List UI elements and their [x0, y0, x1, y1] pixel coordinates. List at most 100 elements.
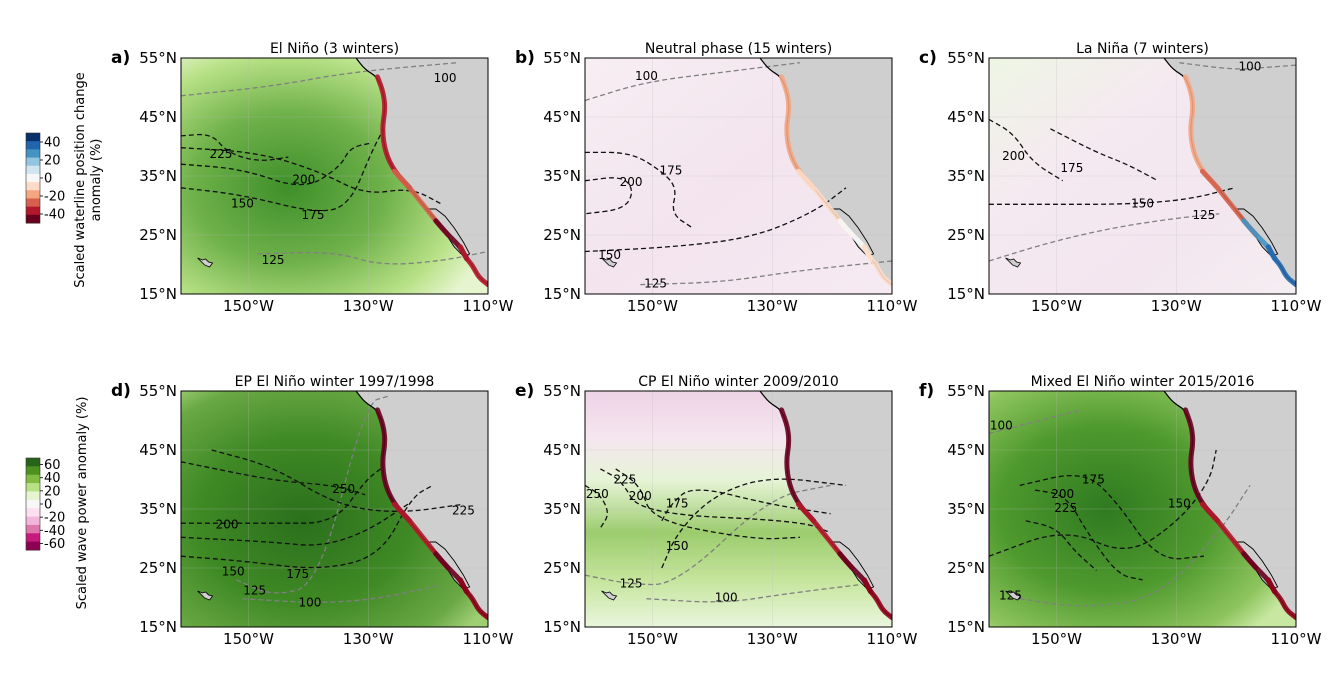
- coastal-waterline-anomaly: [375, 74, 413, 191]
- lat-tick-label: 35°N: [947, 167, 985, 185]
- colorbar-waterline-label-line1: Scaled waterline position change: [73, 72, 88, 287]
- contour-175: [585, 151, 693, 229]
- colorbar-waterline-label: Scaled waterline position changeanomaly …: [73, 72, 104, 287]
- contour-label-125: 125: [644, 277, 667, 291]
- lat-tick-label: 55°N: [543, 382, 581, 400]
- lat-tick-label: 55°N: [139, 382, 177, 400]
- map-panel-b: 10012515017520055°N45°N35°N25°N15°N150°W…: [515, 41, 918, 315]
- colorbar-waterline-swatch: [26, 133, 40, 142]
- colorbar-waterline-swatch: [26, 214, 40, 224]
- colorbar-waterline-swatch: [26, 165, 40, 175]
- contour-175: [181, 142, 372, 186]
- contour-label-225: 225: [452, 503, 475, 517]
- contour-100: [1179, 62, 1296, 70]
- lat-tick-label: 35°N: [543, 500, 581, 518]
- panel-letter: b): [515, 48, 535, 68]
- hawaii-islands: [601, 257, 618, 268]
- contour-label-125: 125: [620, 577, 643, 591]
- lat-tick-label: 15°N: [543, 285, 581, 303]
- colorbar-wavepower-tick: 60: [44, 458, 61, 473]
- lat-tick-label: 45°N: [543, 441, 581, 459]
- coastal-waterline-anomaly: [1183, 407, 1221, 524]
- contour-200: [615, 468, 800, 540]
- contour-100: [646, 583, 862, 603]
- colorbar-wavepower-tick: 0: [44, 498, 52, 513]
- contour-label-100: 100: [298, 595, 321, 609]
- contour-125: [989, 213, 1220, 262]
- colorbar-wavepower-swatch: [26, 483, 40, 492]
- colorbar-waterline-tick: 20: [44, 154, 61, 169]
- contour-label-175: 175: [666, 496, 689, 510]
- lat-tick-label: 45°N: [139, 441, 177, 459]
- lat-tick-label: 15°N: [947, 285, 985, 303]
- contour-150: [989, 187, 1235, 205]
- panel-letter: d): [111, 381, 131, 401]
- coastal-waterline-anomaly: [391, 168, 451, 238]
- colorbar-waterline-swatch: [26, 182, 40, 191]
- colorbar-waterline-swatch: [26, 149, 40, 159]
- coastal-waterline-anomaly: [375, 407, 413, 524]
- contour-label-100: 100: [715, 591, 738, 605]
- contour-150: [181, 484, 434, 569]
- colorbar-waterline-label-line2: anomaly (%): [89, 139, 104, 222]
- lat-tick-label: 25°N: [543, 226, 581, 244]
- colorbar-wavepower-swatch: [26, 499, 40, 509]
- panel-letter: e): [515, 381, 534, 401]
- coastal-waterline-anomaly: [861, 577, 892, 621]
- contour-label-250: 250: [332, 482, 355, 496]
- colorbar-wavepower-tick: -20: [44, 511, 65, 526]
- contour-label-175: 175: [1082, 473, 1105, 487]
- lat-tick-label: 15°N: [139, 285, 177, 303]
- contour-label-250: 250: [586, 487, 609, 501]
- colorbar-wavepower-swatch: [26, 474, 40, 484]
- lon-tick-label: 130°W: [343, 630, 394, 648]
- lat-tick-label: 45°N: [947, 108, 985, 126]
- colorbar-wavepower-swatch: [26, 516, 40, 526]
- map-panel-c: 100 125 150 175 200 55°N 45°N 35°N 25°N 15°N 150°W…: [919, 41, 1322, 315]
- coastal-waterline-anomaly: [1265, 244, 1296, 288]
- colorbar-waterline-swatch: [26, 157, 40, 167]
- contour-label-150: 150: [666, 539, 689, 553]
- hawaii-islands: [601, 590, 618, 601]
- contour-175: [181, 501, 412, 546]
- map-frame: [584, 57, 893, 295]
- lat-tick-label: 45°N: [139, 108, 177, 126]
- lon-tick-label: 150°W: [1031, 630, 1082, 648]
- colorbar-waterline-tick: -40: [44, 208, 65, 223]
- contour-125: [236, 395, 390, 594]
- colorbar-waterline-tick: 40: [44, 136, 61, 151]
- contour-label-125: 125: [243, 584, 266, 598]
- colorbar-wavepower-swatch: [26, 533, 40, 543]
- panel-letter: c): [919, 48, 937, 68]
- contour-label-200: 200: [629, 489, 652, 503]
- colorbar-waterline-tick: -20: [44, 190, 65, 205]
- contour-125: [1019, 485, 1251, 607]
- map-frame: [584, 390, 893, 628]
- lat-tick-label: 55°N: [947, 49, 985, 67]
- contour-label-100: 100: [635, 69, 658, 83]
- contour-225: [1025, 520, 1097, 571]
- colorbar-waterline-swatch: [26, 141, 40, 150]
- lat-tick-label: 25°N: [139, 226, 177, 244]
- colorbar-waterline: 40 20 0 -20 -40: [25, 132, 65, 224]
- contour-label-175: 175: [302, 208, 325, 222]
- contour-label-150: 150: [1168, 496, 1191, 510]
- contour-200: [181, 468, 381, 524]
- contour-125: [257, 250, 488, 265]
- lat-tick-label: 45°N: [947, 441, 985, 459]
- coastal-waterline-anomaly: [779, 407, 817, 524]
- contour-100: [585, 62, 800, 102]
- lat-tick-label: 25°N: [543, 559, 581, 577]
- colorbar-wavepower-tick: 20: [44, 484, 61, 499]
- contour-label-150: 150: [1131, 196, 1154, 210]
- map-panel-d: 100 125 150 175 200 225 250 55°N 45°N 35°N 25°N 15°…: [111, 374, 514, 648]
- lon-tick-label: 110°W: [1271, 630, 1322, 648]
- map-frame: [180, 57, 489, 295]
- coastal-waterline-anomaly: [1199, 501, 1259, 571]
- coastal-waterline-anomaly: [861, 244, 892, 288]
- hawaii-islands: [1005, 257, 1022, 268]
- gridlines: [585, 58, 892, 294]
- lon-tick-label: 130°W: [747, 630, 798, 648]
- lat-tick-label: 25°N: [947, 226, 985, 244]
